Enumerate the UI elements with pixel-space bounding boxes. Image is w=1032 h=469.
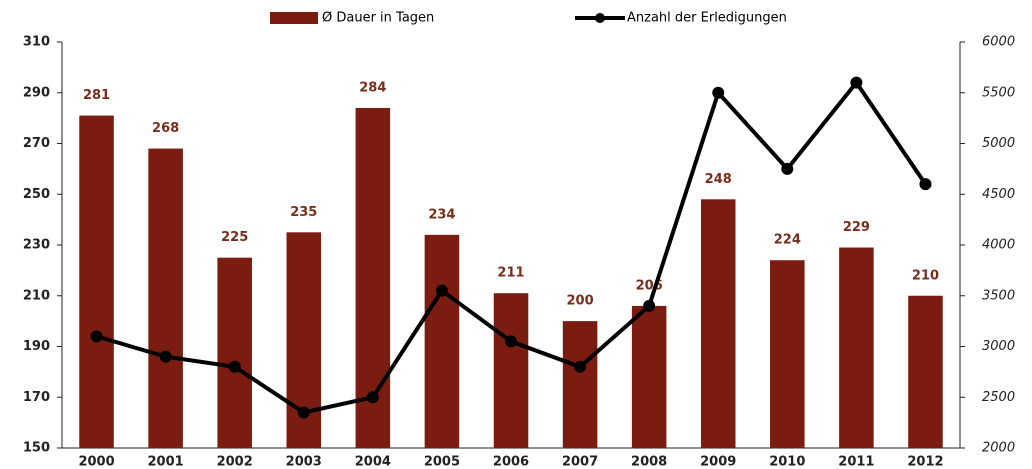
data-label: 284 xyxy=(359,80,386,95)
x-tick-label: 2004 xyxy=(355,455,391,469)
bar xyxy=(839,247,874,448)
y2-tick-label: 5000 xyxy=(982,136,1015,151)
y2-tick-label: 6000 xyxy=(982,35,1015,50)
x-tick-label: 2007 xyxy=(562,455,598,469)
data-label: 281 xyxy=(83,88,110,103)
y-tick-label: 310 xyxy=(23,35,50,50)
x-tick-label: 2010 xyxy=(769,455,805,469)
line-marker xyxy=(781,162,794,175)
y2-tick-label: 4000 xyxy=(982,238,1015,253)
data-label: 225 xyxy=(221,230,248,245)
line-marker xyxy=(159,350,172,363)
data-label: 200 xyxy=(567,294,594,309)
bar xyxy=(908,295,943,448)
y-tick-label: 250 xyxy=(23,187,50,202)
x-tick-label: 2000 xyxy=(78,455,114,469)
bar xyxy=(148,148,183,448)
data-label: 248 xyxy=(705,172,732,187)
x-tick-label: 2005 xyxy=(424,455,460,469)
bar xyxy=(631,305,667,448)
x-tick-label: 2003 xyxy=(286,455,322,469)
y-tick-label: 170 xyxy=(23,390,50,405)
y-tick-label: 210 xyxy=(23,288,50,303)
bar xyxy=(79,115,114,449)
x-tick-label: 2009 xyxy=(700,455,736,469)
legend-label: Anzahl der Erledigungen xyxy=(627,11,787,26)
data-label: 235 xyxy=(290,205,317,220)
bar xyxy=(700,199,736,448)
y2-tick-label: 3000 xyxy=(982,339,1015,354)
data-label: 211 xyxy=(497,266,524,281)
line-marker xyxy=(297,406,310,419)
line-marker xyxy=(505,335,517,348)
line-marker xyxy=(90,330,103,343)
x-tick-label: 2001 xyxy=(148,455,184,469)
y-tick-label: 270 xyxy=(23,136,50,151)
line-marker xyxy=(366,391,379,404)
line-marker xyxy=(643,299,656,312)
y2-tick-label: 4500 xyxy=(982,187,1015,202)
x-tick-label: 2002 xyxy=(217,455,253,469)
x-tick-label: 2011 xyxy=(838,455,874,469)
data-label: 268 xyxy=(152,121,179,136)
data-label: 234 xyxy=(428,207,455,222)
x-tick-label: 2008 xyxy=(631,455,667,469)
y2-tick-label: 2000 xyxy=(982,441,1015,456)
bar xyxy=(770,260,805,448)
bar xyxy=(217,257,252,448)
line-marker xyxy=(850,76,863,89)
x-tick-label: 2012 xyxy=(907,455,943,469)
y2-tick-label: 3500 xyxy=(982,288,1015,303)
line-marker xyxy=(919,178,932,191)
data-label: 210 xyxy=(912,268,939,283)
legend-swatch-bar xyxy=(270,12,318,24)
y-tick-label: 190 xyxy=(23,339,50,354)
line-marker xyxy=(574,360,587,373)
y2-tick-label: 5500 xyxy=(982,85,1015,100)
legend-swatch-marker xyxy=(595,13,605,23)
data-label: 224 xyxy=(774,233,801,248)
bar xyxy=(424,234,460,448)
y-tick-label: 290 xyxy=(23,85,50,100)
line-marker xyxy=(228,360,241,373)
y2-tick-label: 2500 xyxy=(982,390,1015,405)
y-tick-label: 230 xyxy=(23,238,50,253)
data-label: 229 xyxy=(843,220,870,235)
line-marker xyxy=(712,86,725,99)
legend-label: Ø Dauer in Tagen xyxy=(322,11,434,26)
line-marker xyxy=(435,284,448,297)
bar xyxy=(493,293,529,448)
y-tick-label: 150 xyxy=(23,441,50,456)
bar xyxy=(562,321,598,448)
x-tick-label: 2006 xyxy=(493,455,529,469)
